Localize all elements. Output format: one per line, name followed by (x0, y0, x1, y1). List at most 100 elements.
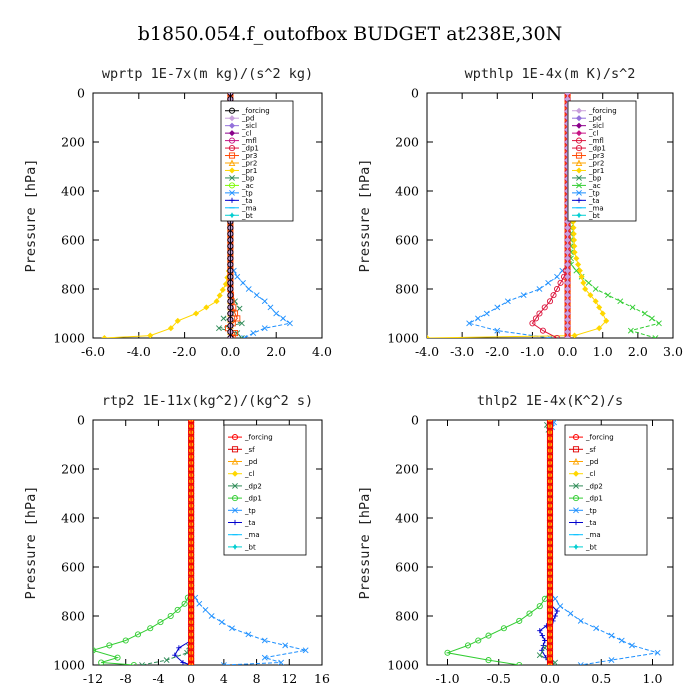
data-point (475, 637, 482, 644)
data-point (592, 286, 599, 292)
data-point (564, 236, 571, 244)
y-tick-label: 200 (395, 462, 419, 477)
data-point (536, 603, 543, 610)
data-point (564, 224, 571, 231)
data-point (546, 570, 554, 577)
data-point (227, 224, 234, 231)
data-point (475, 315, 481, 322)
data-point (546, 625, 554, 632)
legend-entry: _bt (569, 543, 597, 551)
data-point (571, 243, 578, 250)
data-point (98, 659, 105, 665)
legend-label: _bp (588, 174, 602, 182)
data-point (546, 472, 554, 479)
data-point (188, 576, 195, 583)
data-point (188, 459, 195, 466)
legend-entry: _dp2 (569, 482, 603, 490)
data-point (546, 496, 554, 503)
legend-entry: _dp1 (225, 145, 259, 153)
y-axis-label: Pressure [hPa] (23, 486, 39, 600)
plot-area (444, 420, 661, 665)
legend-entry: _mfl (572, 137, 604, 145)
data-point (546, 545, 554, 552)
data-point (261, 654, 268, 661)
x-tick-label: 8 (253, 671, 261, 686)
y-tick-label: 800 (395, 609, 419, 624)
legend-entry: _tp (225, 189, 253, 197)
data-point (188, 606, 195, 613)
data-point (227, 267, 234, 274)
data-point (564, 249, 571, 256)
data-point (253, 292, 260, 299)
legend: _forcing_pd_sicl_cl_mfl_dp1_pr3_pr2_pr1_… (567, 100, 637, 222)
legend-marker (232, 519, 238, 526)
legend-entry: _mfl (225, 137, 257, 145)
data-point (188, 545, 195, 552)
data-point (546, 551, 554, 558)
y-tick-label: 1000 (387, 331, 419, 346)
data-point (180, 659, 186, 665)
data-point (227, 322, 234, 329)
data-point (618, 637, 625, 644)
x-tick-label: -8 (120, 671, 132, 686)
data-point (240, 279, 246, 286)
data-point (564, 292, 571, 299)
y-tick-label: 0 (77, 86, 85, 101)
panel-title: thlp2 1E-4x(K^2)/s (477, 393, 623, 409)
data-point (546, 557, 554, 564)
data-point (564, 316, 571, 323)
legend-label: _forcing (244, 434, 273, 442)
legend-entry: _ac (572, 182, 601, 190)
data-point (564, 96, 571, 103)
legend: _forcing_pd_sicl_cl_mfl_dp1_pr3_pr2_pr1_… (220, 100, 294, 222)
x-tick-label: -12 (83, 671, 103, 686)
data-point (114, 654, 121, 661)
legend-label: _tp (244, 507, 256, 515)
legend: _forcing _sf _pd _cl _dp2 _dp1 _tp _ta _ma _bt (223, 424, 307, 556)
data-point (188, 631, 195, 638)
legend-entry: _ma (228, 531, 260, 539)
legend-marker (228, 107, 236, 114)
data-point (101, 334, 108, 338)
data-point (188, 484, 195, 491)
y-tick-label: 600 (395, 233, 419, 248)
data-point (188, 521, 195, 528)
legend-label: _ac (241, 182, 254, 190)
data-point (188, 643, 195, 650)
legend-marker (228, 182, 236, 189)
legend-label: _mfl (241, 137, 257, 145)
data-point (605, 292, 611, 299)
data-point (564, 243, 571, 250)
legend-label: _pd (244, 458, 257, 466)
legend-label: _ma (588, 204, 604, 212)
data-point (629, 304, 636, 311)
data-point (617, 298, 624, 305)
y-tick-label: 400 (395, 184, 419, 199)
data-point (227, 230, 234, 237)
data-point (585, 279, 592, 286)
legend-label: _ma (241, 204, 257, 212)
legend-marker (575, 115, 583, 122)
data-point (287, 320, 293, 327)
data-point (203, 304, 210, 311)
data-point (599, 310, 606, 317)
y-tick-label: 1000 (53, 331, 85, 346)
legend-label: _ta (244, 519, 256, 527)
legend-marker (576, 182, 582, 189)
data-point (216, 325, 222, 332)
data-point (546, 441, 554, 448)
data-point (464, 642, 472, 649)
y-tick-label: 600 (395, 560, 419, 575)
data-point (546, 502, 554, 509)
legend-marker (575, 212, 583, 219)
legend-label: _dp1 (244, 495, 262, 503)
legend-entry: _dp1 (228, 495, 262, 503)
plot-frame (92, 92, 323, 339)
legend-marker (572, 470, 580, 477)
x-tick-label: -1.0 (520, 344, 544, 359)
legend-entry: _pd (572, 115, 601, 123)
legend-entry: _ta (225, 197, 253, 205)
legend-entry: _pr3 (572, 152, 604, 160)
data-point (540, 642, 546, 648)
data-point (188, 478, 195, 485)
